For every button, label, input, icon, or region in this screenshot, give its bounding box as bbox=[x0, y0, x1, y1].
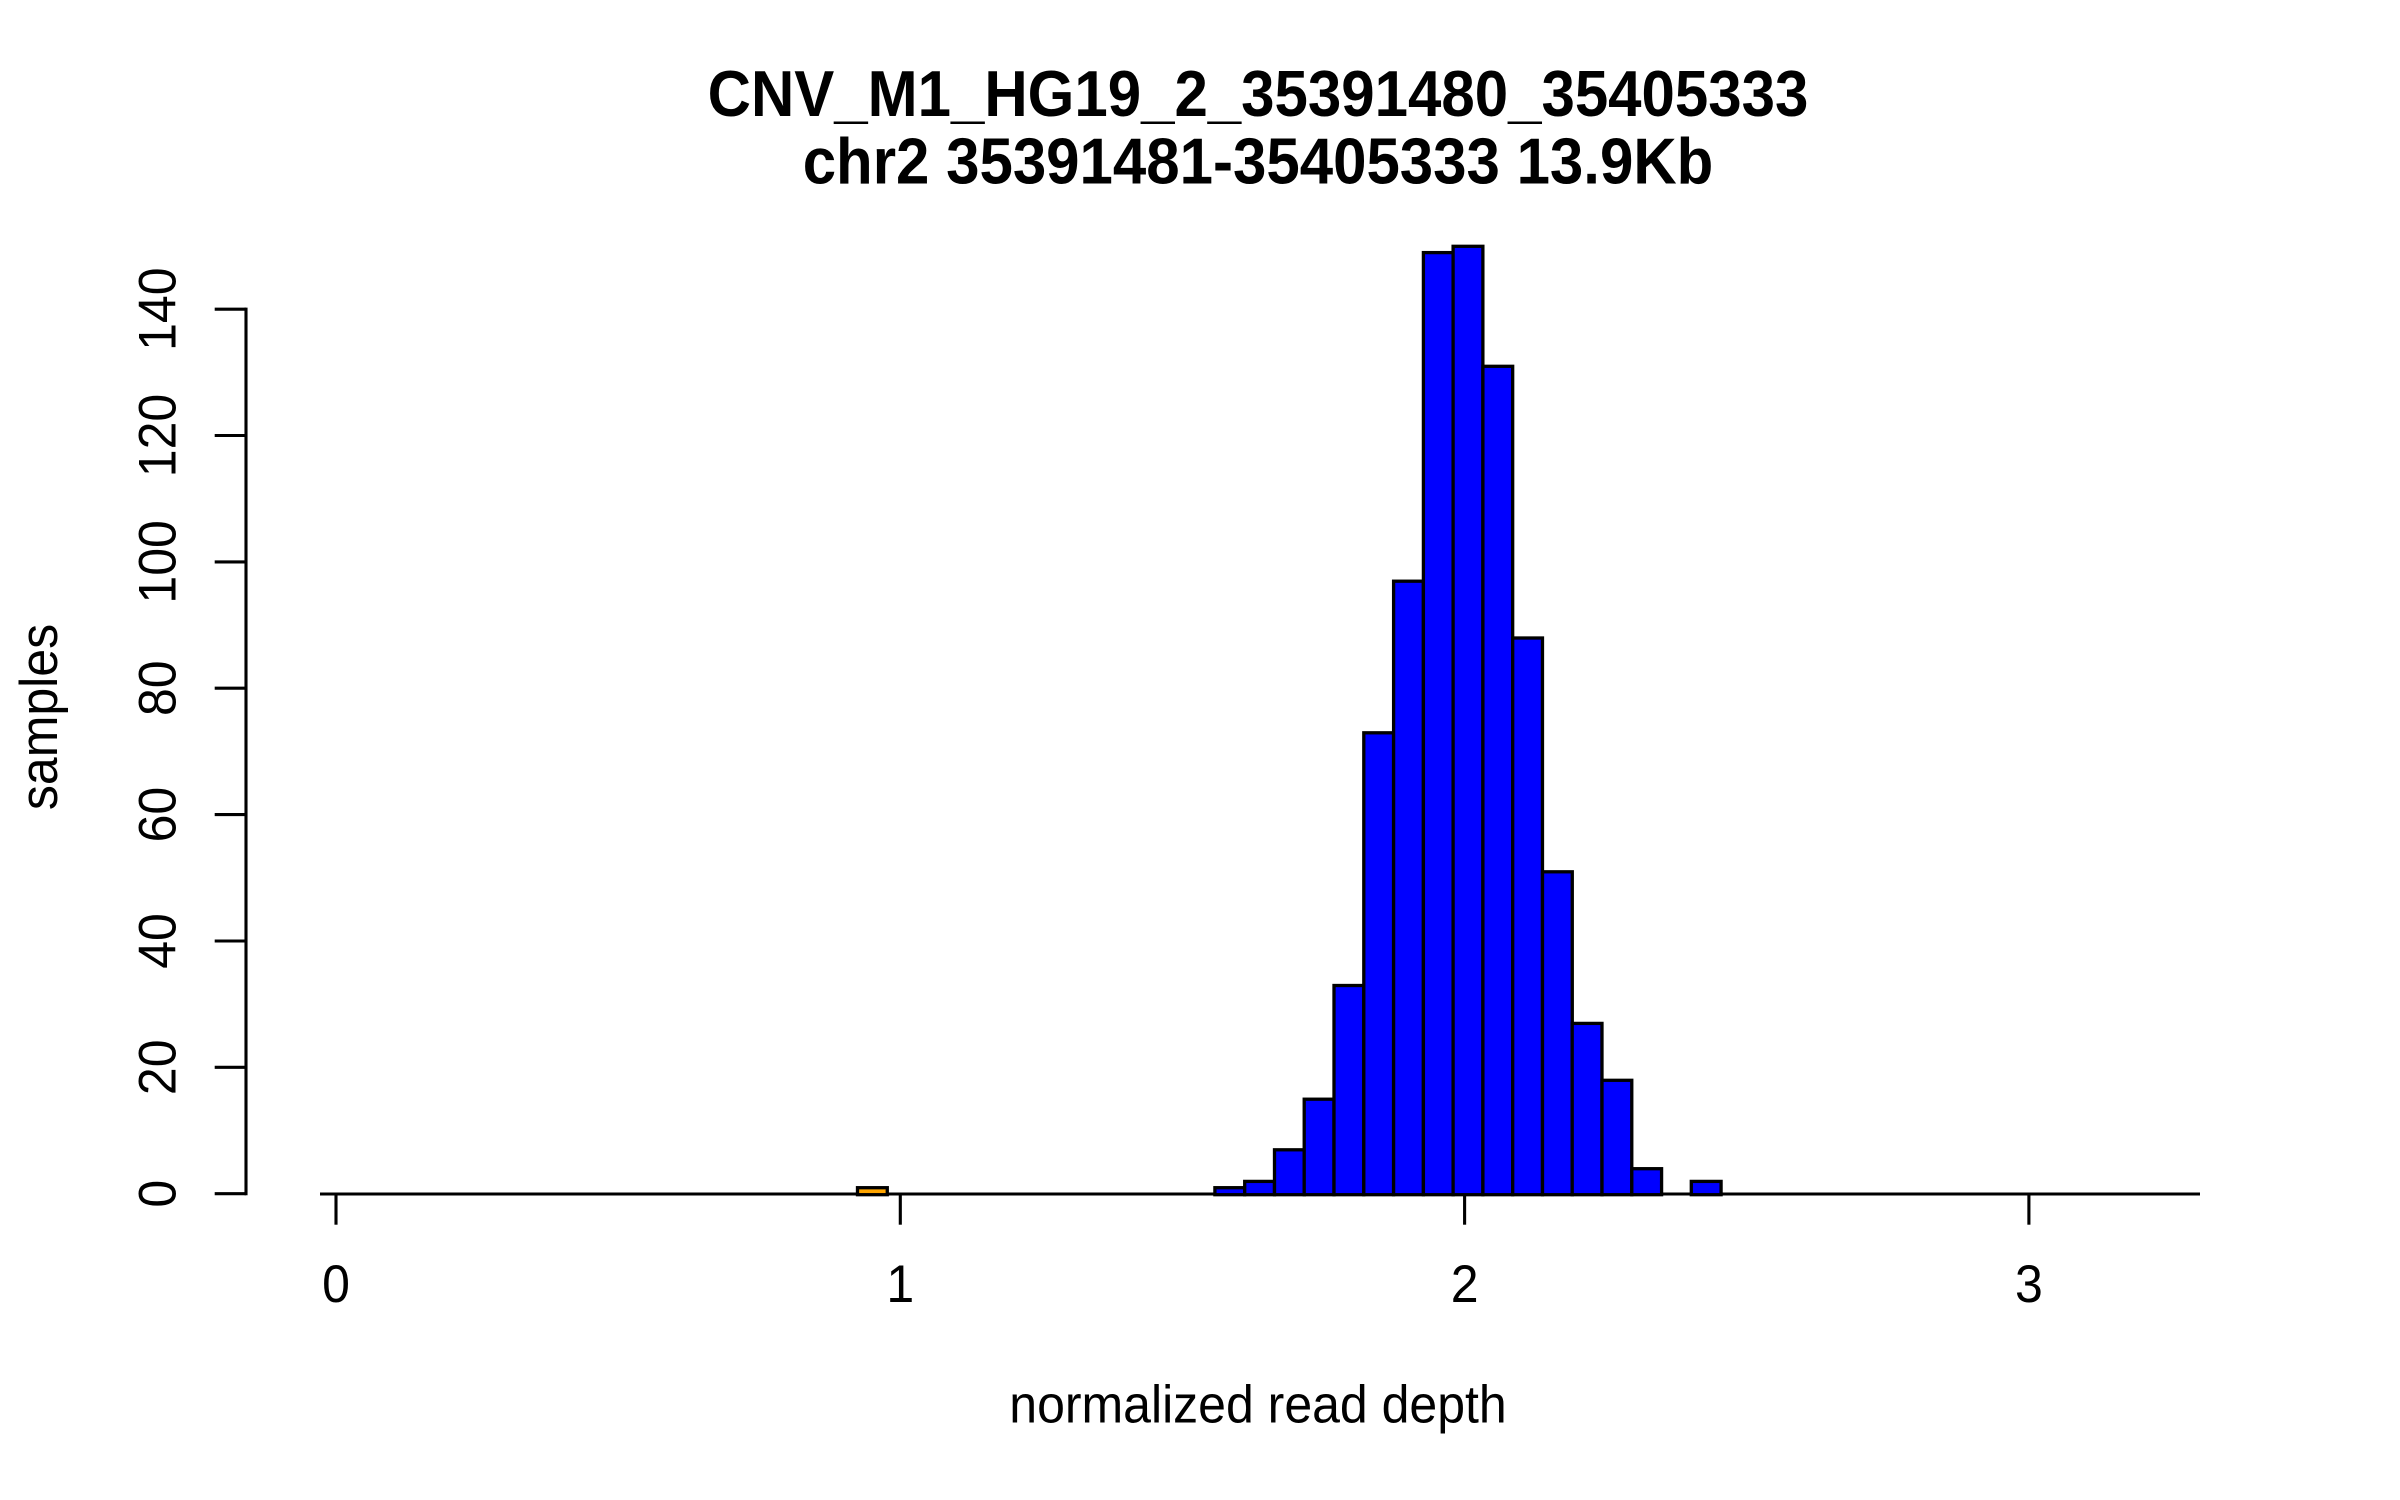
svg-text:40: 40 bbox=[127, 913, 187, 969]
svg-text:0: 0 bbox=[322, 1254, 350, 1314]
svg-text:samples: samples bbox=[9, 624, 69, 810]
svg-text:120: 120 bbox=[127, 394, 187, 477]
svg-text:chr2 35391481-35405333 13.9Kb: chr2 35391481-35405333 13.9Kb bbox=[803, 125, 1714, 198]
svg-text:0: 0 bbox=[127, 1180, 187, 1208]
svg-text:2: 2 bbox=[1451, 1254, 1479, 1314]
svg-text:140: 140 bbox=[127, 267, 187, 350]
svg-text:20: 20 bbox=[127, 1039, 187, 1095]
svg-text:normalized read depth: normalized read depth bbox=[1009, 1374, 1506, 1434]
svg-text:3: 3 bbox=[2015, 1254, 2043, 1314]
svg-text:1: 1 bbox=[886, 1254, 914, 1314]
svg-text:CNV_M1_HG19_2_35391480_3540533: CNV_M1_HG19_2_35391480_35405333 bbox=[708, 58, 1809, 131]
svg-text:100: 100 bbox=[127, 520, 187, 603]
svg-text:60: 60 bbox=[127, 787, 187, 843]
svg-text:80: 80 bbox=[127, 660, 187, 716]
